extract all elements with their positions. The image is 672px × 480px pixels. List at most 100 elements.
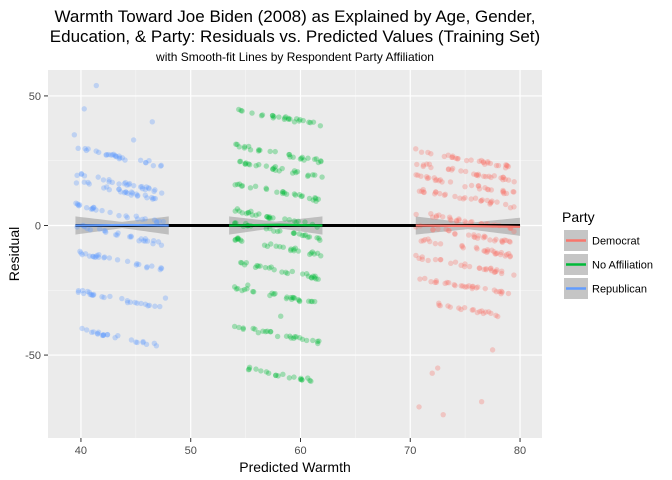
point-no-affiliation	[245, 161, 252, 167]
point-no-affiliation	[240, 326, 246, 332]
point-republican	[103, 152, 110, 158]
point-no-affiliation	[263, 163, 270, 169]
point-democrat	[472, 234, 478, 241]
point-republican	[88, 206, 94, 212]
point-no-affiliation	[269, 112, 276, 119]
point-democrat	[493, 289, 500, 295]
point-no-affiliation	[288, 294, 294, 301]
point-democrat	[500, 188, 507, 195]
point-republican	[145, 303, 151, 309]
point-no-affiliation	[312, 172, 318, 178]
point-no-affiliation	[314, 250, 321, 256]
point-no-affiliation	[299, 336, 306, 343]
point-republican	[117, 189, 124, 195]
point-no-affiliation	[235, 236, 241, 242]
point-republican	[129, 190, 136, 196]
point-democrat	[440, 214, 446, 220]
point-democrat	[483, 173, 489, 180]
point-republican	[77, 248, 83, 255]
point-democrat	[440, 411, 446, 418]
point-republican	[96, 251, 102, 258]
point-republican	[95, 254, 102, 260]
point-no-affiliation	[232, 237, 238, 243]
point-democrat	[478, 157, 485, 164]
point-no-affiliation	[291, 191, 298, 197]
point-republican	[90, 253, 96, 259]
point-democrat	[448, 217, 454, 224]
point-republican	[137, 184, 144, 190]
point-no-affiliation	[286, 151, 293, 158]
point-republican	[94, 252, 100, 259]
legend-label-no-affiliation: No Affiliation	[592, 260, 653, 272]
point-no-affiliation	[297, 156, 304, 162]
point-democrat	[413, 211, 419, 218]
x-tick-label: 50	[185, 445, 197, 457]
legend-entry-no-affiliation: No Affiliation	[564, 254, 653, 275]
point-republican	[128, 189, 135, 195]
point-no-affiliation	[238, 107, 244, 114]
point-no-affiliation	[238, 183, 245, 189]
point-no-affiliation	[285, 116, 292, 123]
point-democrat	[503, 237, 509, 244]
point-republican	[144, 264, 150, 270]
point-democrat	[491, 238, 498, 244]
point-republican	[93, 82, 100, 89]
point-democrat	[415, 172, 421, 178]
point-republican	[124, 258, 131, 265]
point-republican	[85, 146, 91, 152]
point-no-affiliation	[266, 214, 272, 221]
point-republican	[101, 254, 108, 260]
point-no-affiliation	[274, 333, 281, 340]
point-democrat	[454, 156, 461, 162]
point-no-affiliation	[263, 185, 269, 191]
point-democrat	[473, 285, 480, 291]
point-republican	[162, 295, 169, 301]
point-republican	[160, 218, 166, 225]
point-no-affiliation	[311, 275, 318, 281]
point-democrat	[433, 189, 439, 195]
point-democrat	[418, 173, 424, 179]
point-republican	[133, 213, 139, 219]
point-no-affiliation	[280, 371, 286, 378]
point-no-affiliation	[235, 235, 241, 242]
point-no-affiliation	[267, 225, 273, 232]
point-no-affiliation	[302, 232, 309, 238]
point-no-affiliation	[278, 313, 284, 319]
point-democrat	[492, 269, 498, 275]
point-democrat	[469, 218, 475, 225]
point-democrat	[425, 175, 432, 181]
point-no-affiliation	[315, 340, 321, 347]
point-democrat	[447, 304, 453, 310]
chart-subtitle: with Smooth-fit Lines by Respondent Part…	[155, 50, 434, 64]
point-democrat	[422, 236, 428, 243]
point-democrat	[507, 254, 513, 260]
point-republican	[133, 339, 139, 345]
point-republican	[146, 186, 152, 192]
point-democrat	[477, 308, 483, 315]
point-no-affiliation	[308, 275, 315, 281]
point-democrat	[468, 182, 475, 189]
point-democrat	[413, 146, 419, 152]
point-no-affiliation	[293, 116, 300, 122]
point-democrat	[417, 276, 423, 282]
point-no-affiliation	[270, 166, 276, 172]
point-democrat	[425, 236, 431, 242]
point-no-affiliation	[299, 193, 305, 199]
point-republican	[143, 184, 150, 190]
point-republican	[109, 179, 116, 186]
point-no-affiliation	[291, 168, 298, 174]
point-no-affiliation	[287, 247, 294, 254]
point-republican	[151, 217, 158, 223]
point-republican	[75, 145, 81, 152]
point-no-affiliation	[274, 228, 281, 235]
point-democrat	[420, 189, 427, 195]
point-democrat	[500, 176, 506, 183]
point-no-affiliation	[243, 210, 250, 217]
point-democrat	[499, 238, 505, 245]
point-republican	[109, 152, 116, 158]
point-no-affiliation	[289, 170, 296, 176]
y-axis: -50 0 50	[25, 91, 48, 362]
legend-label-republican: Republican	[592, 284, 647, 296]
point-no-affiliation	[248, 208, 254, 215]
point-republican	[113, 153, 120, 160]
